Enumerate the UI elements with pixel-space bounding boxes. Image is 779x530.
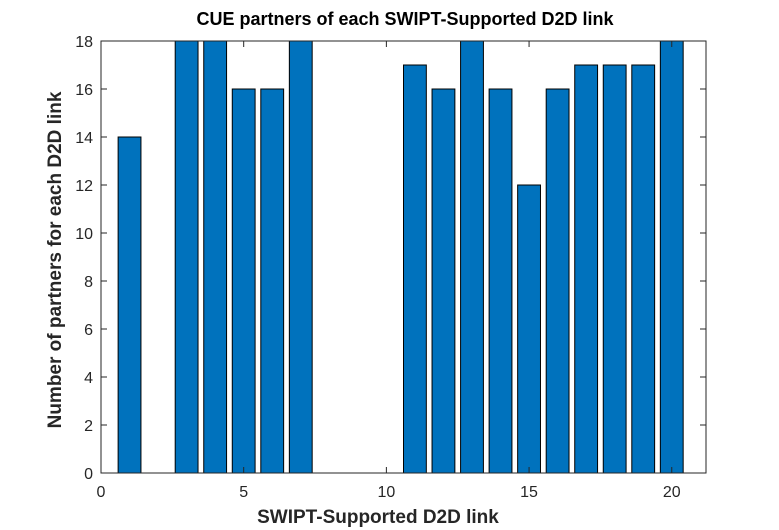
x-tick-label: 15: [520, 484, 538, 501]
bar-1: [117, 136, 142, 474]
y-tick-label: 4: [84, 370, 93, 387]
y-tick-label: 16: [75, 82, 93, 99]
bar-19: [631, 64, 656, 474]
y-tick-label: 12: [75, 178, 93, 195]
bar-13: [460, 40, 484, 474]
y-tick-label: 2: [84, 418, 93, 435]
y-tick-label: 14: [75, 130, 93, 147]
y-tick-label: 6: [84, 322, 93, 339]
x-axis-ticks: 0 5 10 15 20: [97, 41, 681, 501]
bar-14: [488, 88, 513, 474]
bar-4: [203, 40, 228, 474]
bar-6: [260, 88, 285, 474]
bar-18: [602, 64, 627, 474]
x-axis-label: SWIPT-Supported D2D link: [257, 507, 499, 528]
bar-7: [288, 40, 313, 474]
plot-frame: [100, 40, 707, 474]
chart-title: CUE partners of each SWIPT-Supported D2D…: [196, 9, 614, 29]
bar-20: [659, 40, 684, 474]
y-axis-label: Number of partners for each D2D link: [45, 91, 66, 428]
y-axis-ticks: 0 2 4 6 8 10 12 14 16 18: [75, 34, 706, 483]
bar-15: [517, 184, 541, 474]
bar-5: [231, 88, 256, 474]
bar-11: [403, 64, 427, 474]
x-tick-label: 10: [377, 484, 395, 501]
x-tick-label: 20: [663, 484, 681, 501]
y-tick-label: 8: [84, 274, 93, 291]
bar-3: [174, 40, 199, 474]
bar-16: [545, 88, 570, 474]
x-tick-label: 5: [239, 484, 248, 501]
bars-group: [117, 40, 684, 474]
y-tick-label: 0: [84, 466, 93, 483]
x-tick-label: 0: [97, 484, 106, 501]
y-tick-label: 10: [75, 226, 93, 243]
bar-17: [574, 64, 599, 474]
y-tick-label: 18: [75, 34, 93, 51]
bar-12: [431, 88, 456, 474]
